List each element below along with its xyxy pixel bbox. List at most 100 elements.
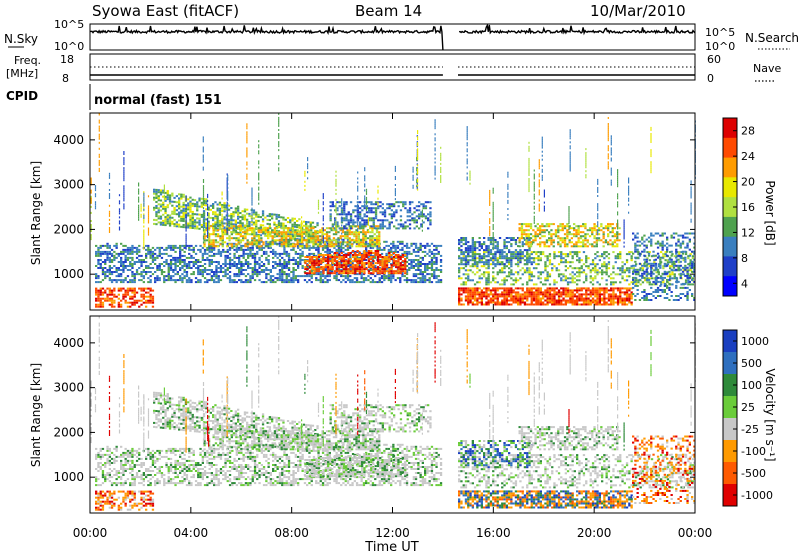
power-cell (363, 256, 365, 258)
power-cell (594, 302, 596, 304)
power-cell (249, 279, 251, 281)
power-cell (332, 205, 334, 207)
power-cell (256, 251, 258, 253)
power-cell (100, 304, 102, 306)
power-cell (531, 295, 533, 297)
power-cell (533, 300, 535, 302)
power-cell (290, 277, 292, 279)
power-cell (243, 257, 245, 259)
power-cell (253, 235, 255, 237)
power-cell (129, 281, 131, 283)
power-cell (229, 263, 231, 265)
power-cell (138, 261, 140, 263)
power-cell (204, 269, 206, 271)
power-cell (413, 207, 415, 209)
power-cell (140, 279, 142, 281)
power-cell (388, 275, 390, 277)
power-cell (356, 279, 358, 281)
power-cell (343, 207, 345, 209)
power-cell (118, 294, 120, 296)
power-cell (553, 253, 555, 255)
power-cell (345, 249, 347, 251)
power-cell (379, 268, 381, 270)
power-cell (229, 261, 231, 263)
power-cell (155, 197, 157, 199)
power-cell (122, 288, 124, 290)
power-cell (359, 258, 361, 260)
power-cell (375, 252, 377, 254)
power-cell (415, 275, 417, 277)
power-cell (485, 291, 487, 293)
power-cell (524, 291, 526, 293)
power-cell (610, 302, 612, 304)
power-cell (341, 207, 343, 209)
power-cell (217, 210, 219, 212)
power-cell (281, 243, 283, 245)
power-cell (424, 247, 426, 249)
power-cell (567, 289, 569, 291)
power-cell (481, 304, 483, 306)
power-cell (253, 211, 255, 213)
power-cell (281, 271, 283, 273)
power-cell (170, 261, 172, 263)
power-cell (179, 279, 181, 281)
power-cell (497, 293, 499, 295)
power-cell (424, 265, 426, 267)
power-cell (417, 269, 419, 271)
power-cell (369, 239, 371, 241)
power-cell (433, 255, 435, 257)
power-cell (336, 207, 338, 209)
power-cell (269, 233, 271, 235)
power-cell (372, 281, 374, 283)
power-cell (669, 275, 671, 277)
power-cell (217, 222, 219, 224)
power-cell (168, 255, 170, 257)
power-cell (252, 253, 254, 255)
power-cell (260, 216, 262, 218)
power-cell (351, 231, 353, 233)
power-cell (427, 227, 429, 229)
power-cell (224, 229, 226, 231)
power-cell (336, 277, 338, 279)
power-cell (145, 306, 147, 308)
power-cell (170, 245, 172, 247)
power-cell (169, 194, 171, 196)
power-cell (285, 245, 287, 247)
power-cell (391, 270, 393, 272)
power-cell (352, 266, 354, 268)
power-cell (423, 221, 425, 223)
power-cell (274, 239, 276, 241)
power-cell (526, 269, 528, 271)
power-cell (386, 227, 388, 229)
power-cell (249, 253, 251, 255)
power-cell (397, 256, 399, 258)
power-cell (540, 251, 542, 253)
power-cell (522, 283, 524, 285)
power-cell (624, 291, 626, 293)
power-cell (382, 225, 384, 227)
power-cell (309, 256, 311, 258)
power-cell (249, 251, 251, 253)
power-cell (253, 209, 255, 211)
power-cell (465, 289, 467, 291)
power-cell (118, 288, 120, 290)
power-cell (404, 227, 406, 229)
power-cell (164, 210, 166, 212)
power-cell (553, 283, 555, 285)
power-cell (366, 219, 368, 221)
power-cell (553, 257, 555, 259)
power-cell (160, 204, 162, 206)
power-cell (390, 249, 392, 251)
power-cell (131, 245, 133, 247)
power-cell (195, 277, 197, 279)
power-cell (467, 302, 469, 304)
power-cell (393, 211, 395, 213)
power-cell (617, 253, 619, 255)
power-cell (537, 271, 539, 273)
power-cell (481, 302, 483, 304)
power-cell (596, 271, 598, 273)
power-cell (345, 260, 347, 262)
power-cell (458, 263, 460, 265)
power-cell (465, 273, 467, 275)
power-cell (460, 277, 462, 279)
